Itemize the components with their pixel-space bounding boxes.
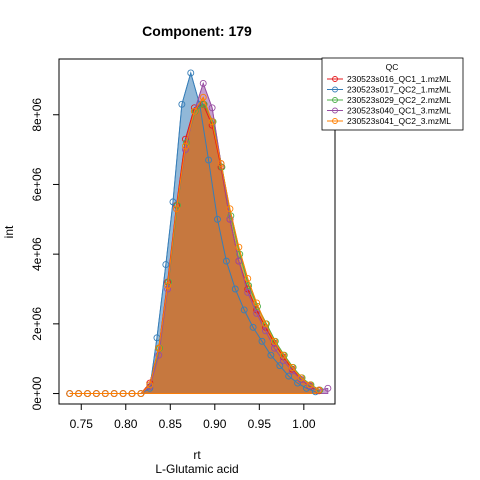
data-point	[253, 309, 261, 317]
data-point	[155, 344, 163, 352]
data-point	[306, 381, 314, 389]
y-tick-label: 8e+06	[30, 98, 44, 132]
data-point	[222, 257, 230, 265]
data-point	[119, 390, 127, 397]
data-point	[244, 275, 252, 282]
data-point	[66, 390, 74, 397]
data-point	[200, 100, 208, 108]
legend-swatch-marker	[332, 97, 338, 103]
legend-swatch-marker	[332, 86, 338, 93]
x-tick-label: 0.75	[70, 417, 94, 431]
data-point	[249, 323, 257, 331]
data-point	[276, 362, 284, 370]
data-point	[244, 289, 252, 296]
x-axis-sublabel: L-Glutamic acid	[155, 462, 238, 476]
data-point	[92, 390, 100, 397]
legend-swatch-marker	[332, 107, 338, 114]
data-point	[146, 381, 154, 389]
y-tick-label: 4e+06	[30, 237, 44, 271]
data-point	[199, 93, 207, 101]
plot-area	[66, 69, 332, 397]
legend-swatch-marker	[332, 76, 338, 82]
data-point	[155, 351, 163, 359]
legend-label: 230523s017_QC2_1.mzML	[347, 85, 451, 95]
y-axis-label: int	[2, 225, 16, 238]
data-point	[262, 327, 269, 335]
data-point	[128, 390, 136, 397]
data-point	[271, 337, 278, 345]
data-point	[162, 261, 170, 269]
x-axis-label: rt	[193, 448, 201, 462]
x-tick-label: 0.80	[114, 417, 138, 431]
data-point	[279, 351, 287, 359]
x-tick-label: 0.95	[248, 417, 272, 431]
data-point	[178, 100, 186, 108]
series-area-5	[69, 96, 320, 394]
data-point	[267, 351, 275, 359]
legend: QC 230523s016_QC1_1.mzML230523s017_QC2_1…	[321, 57, 464, 131]
legend-swatch-marker	[332, 118, 338, 124]
data-point	[235, 257, 243, 265]
data-point	[164, 282, 172, 289]
data-point	[315, 386, 323, 394]
chart-title: Component: 179	[142, 23, 252, 39]
data-point	[101, 390, 109, 397]
y-tick-label: 6e+06	[30, 167, 44, 201]
data-point	[208, 104, 216, 112]
data-point	[253, 299, 261, 307]
x-tick-label: 0.85	[159, 417, 183, 431]
data-point	[214, 215, 221, 223]
data-point	[288, 363, 296, 371]
data-point	[75, 390, 83, 397]
data-point	[181, 142, 189, 150]
data-point	[137, 390, 145, 397]
data-point	[262, 320, 269, 328]
legend-label: 230523s041_QC2_3.mzML	[347, 116, 451, 126]
x-tick-label: 1.00	[292, 417, 316, 431]
data-point	[324, 384, 332, 392]
data-point	[173, 205, 180, 213]
axes: 0.75 0.80 0.85 0.90 0.95 1.00 0e+00 2e+06 4e+06 6…	[30, 98, 316, 431]
legend-label: 230523s016_QC1_1.mzML	[347, 74, 451, 84]
data-point	[169, 198, 177, 206]
x-tick-label: 0.90	[203, 417, 227, 431]
legend-label: 230523s040_QC1_3.mzML	[347, 106, 451, 116]
y-tick-label: 2e+06	[30, 307, 44, 341]
y-tick-label: 0e+00	[30, 376, 44, 410]
data-point	[226, 205, 234, 213]
data-point	[208, 118, 216, 126]
data-point	[84, 390, 91, 397]
legend-box	[321, 57, 464, 131]
data-point	[187, 69, 195, 77]
data-point	[231, 285, 239, 293]
legend-label: 230523s029_QC2_2.mzML	[347, 95, 451, 105]
data-point	[271, 344, 278, 352]
data-point	[205, 156, 213, 164]
data-point	[258, 337, 266, 345]
data-point	[285, 372, 293, 380]
data-point	[110, 390, 118, 397]
data-point	[303, 384, 310, 392]
data-point	[279, 356, 287, 364]
data-point	[199, 79, 207, 87]
legend-title: QC	[386, 62, 399, 72]
data-point	[240, 306, 248, 314]
data-point	[254, 302, 261, 310]
data-point	[235, 243, 243, 251]
data-point	[294, 379, 302, 387]
legend-items: 230523s016_QC1_1.mzML230523s017_QC2_1.mz…	[327, 74, 451, 126]
data-point	[190, 107, 198, 115]
data-point	[297, 374, 305, 382]
data-point	[217, 160, 225, 168]
data-point	[226, 215, 234, 223]
data-point	[181, 135, 189, 143]
